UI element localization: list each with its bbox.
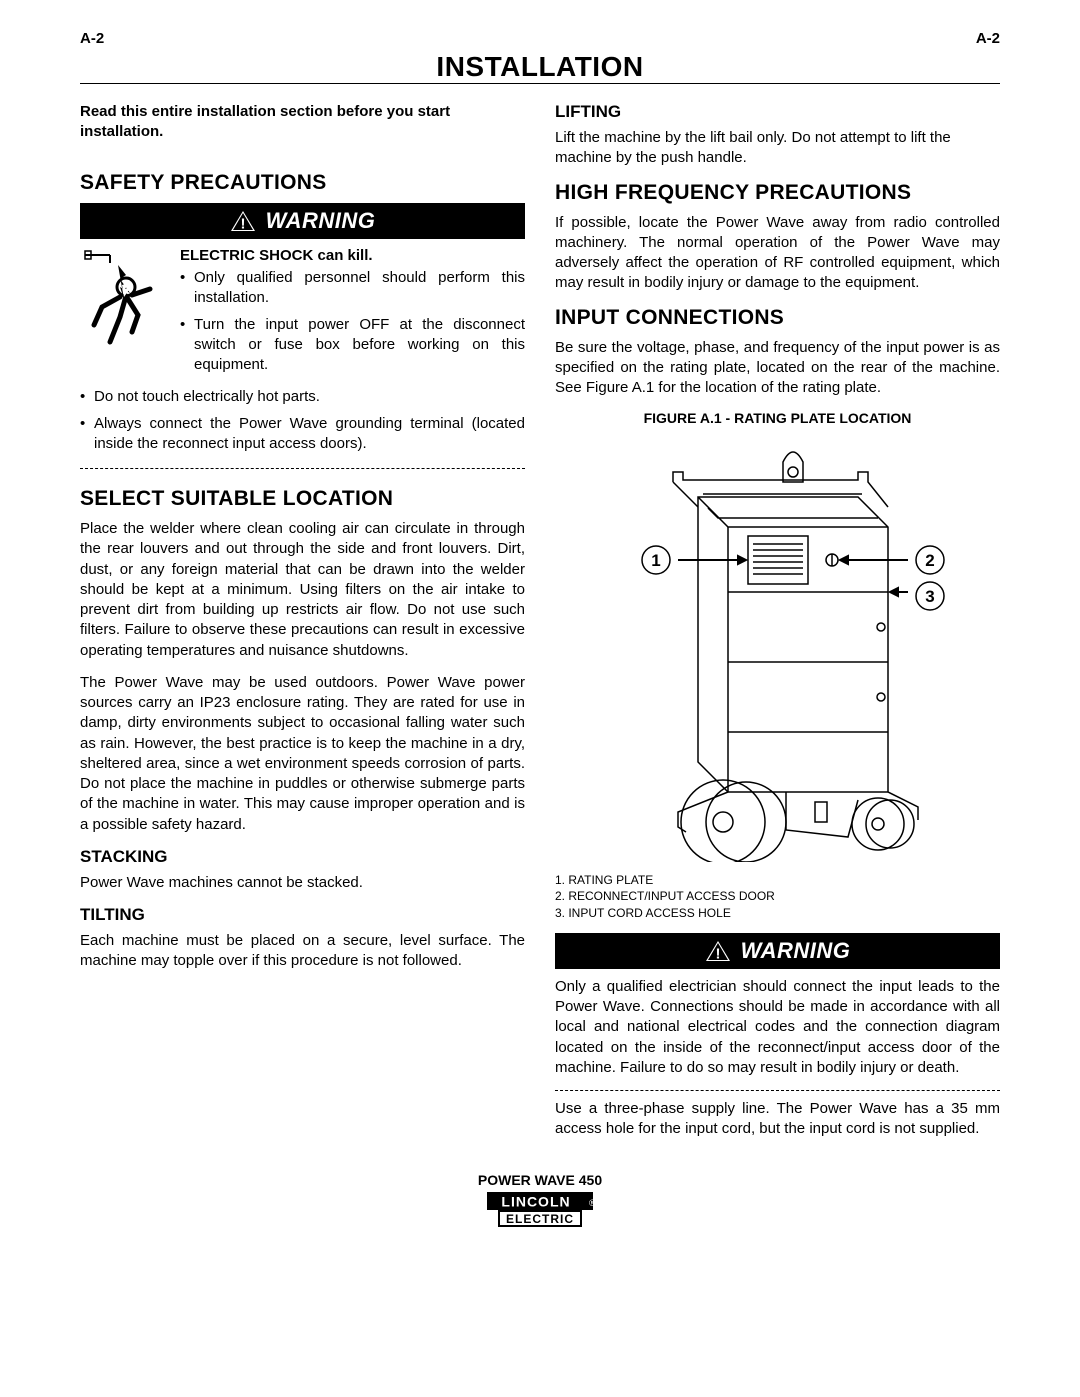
divider <box>555 1090 1000 1091</box>
page-number-left: A-2 <box>80 30 104 47</box>
lincoln-logo: LINCOLN ® ELECTRIC <box>485 1190 595 1233</box>
body-text: Power Wave machines cannot be stacked. <box>80 873 525 893</box>
content-columns: Read this entire installation section be… <box>80 102 1000 1152</box>
svg-text:!: ! <box>715 945 720 962</box>
warning-label: WARNING <box>266 208 376 234</box>
legend-item: 1. RATING PLATE <box>555 872 1000 888</box>
footer: POWER WAVE 450 LINCOLN ® ELECTRIC <box>80 1172 1000 1233</box>
tilting-heading: TILTING <box>80 905 525 925</box>
legend-item: 3. INPUT CORD ACCESS HOLE <box>555 905 1000 921</box>
body-text: Lift the machine by the lift bail only. … <box>555 128 1000 169</box>
body-text: Be sure the voltage, phase, and frequenc… <box>555 338 1000 399</box>
title-underline <box>80 83 1000 84</box>
page-number-right: A-2 <box>976 30 1000 47</box>
shock-content: ELECTRIC SHOCK can kill. Only qualified … <box>180 247 525 381</box>
svg-text:®: ® <box>589 1198 595 1208</box>
figure-caption: FIGURE A.1 - RATING PLATE LOCATION <box>555 410 1000 426</box>
warning-label: WARNING <box>741 938 851 964</box>
input-heading: INPUT CONNECTIONS <box>555 306 1000 330</box>
legend-item: 2. RECONNECT/INPUT ACCESS DOOR <box>555 888 1000 904</box>
hf-heading: HIGH FREQUENCY PRECAUTIONS <box>555 181 1000 205</box>
bullet-item: Turn the input power OFF at the disconne… <box>180 315 525 376</box>
warning-triangle-icon: ! <box>230 210 256 232</box>
left-column: Read this entire installation section be… <box>80 102 525 1152</box>
svg-text:LINCOLN: LINCOLN <box>501 1193 570 1209</box>
shock-bullets: Only qualified personnel should perform … <box>180 268 525 375</box>
intro-text: Read this entire installation section be… <box>80 102 525 141</box>
shock-section: ELECTRIC SHOCK can kill. Only qualified … <box>80 247 525 381</box>
svg-text:!: ! <box>240 216 245 233</box>
right-column: LIFTING Lift the machine by the lift bai… <box>555 102 1000 1152</box>
stacking-heading: STACKING <box>80 847 525 867</box>
callout-2: 2 <box>925 551 934 570</box>
bullet-item: Do not touch electrically hot parts. <box>80 387 525 407</box>
body-text: Place the welder where clean cooling air… <box>80 519 525 661</box>
bullet-item: Always connect the Power Wave grounding … <box>80 414 525 455</box>
shock-icon <box>80 247 170 362</box>
rating-plate-figure: 1 2 3 <box>578 432 978 862</box>
figure-legend: 1. RATING PLATE 2. RECONNECT/INPUT ACCES… <box>555 872 1000 921</box>
body-text: If possible, locate the Power Wave away … <box>555 213 1000 294</box>
bullet-item: Only qualified personnel should perform … <box>180 268 525 309</box>
header: A-2 A-2 <box>80 30 1000 47</box>
safety-heading: SAFETY PRECAUTIONS <box>80 171 525 195</box>
shock-title: ELECTRIC SHOCK can kill. <box>180 247 525 264</box>
page-title: INSTALLATION <box>80 51 1000 83</box>
body-text: Use a three-phase supply line. The Power… <box>555 1099 1000 1140</box>
callout-1: 1 <box>651 551 660 570</box>
warning-triangle-icon: ! <box>705 940 731 962</box>
warning-banner: ! WARNING <box>80 203 525 239</box>
callout-3: 3 <box>925 587 934 606</box>
lower-bullets: Do not touch electrically hot parts. Alw… <box>80 387 525 454</box>
lifting-heading: LIFTING <box>555 102 1000 122</box>
body-text: The Power Wave may be used outdoors. Pow… <box>80 673 525 835</box>
body-text: Only a qualified electrician should conn… <box>555 977 1000 1078</box>
divider <box>80 468 525 469</box>
product-name: POWER WAVE 450 <box>80 1172 1000 1188</box>
svg-text:ELECTRIC: ELECTRIC <box>506 1212 574 1226</box>
warning-banner: ! WARNING <box>555 933 1000 969</box>
select-heading: SELECT SUITABLE LOCATION <box>80 487 525 511</box>
body-text: Each machine must be placed on a secure,… <box>80 931 525 972</box>
